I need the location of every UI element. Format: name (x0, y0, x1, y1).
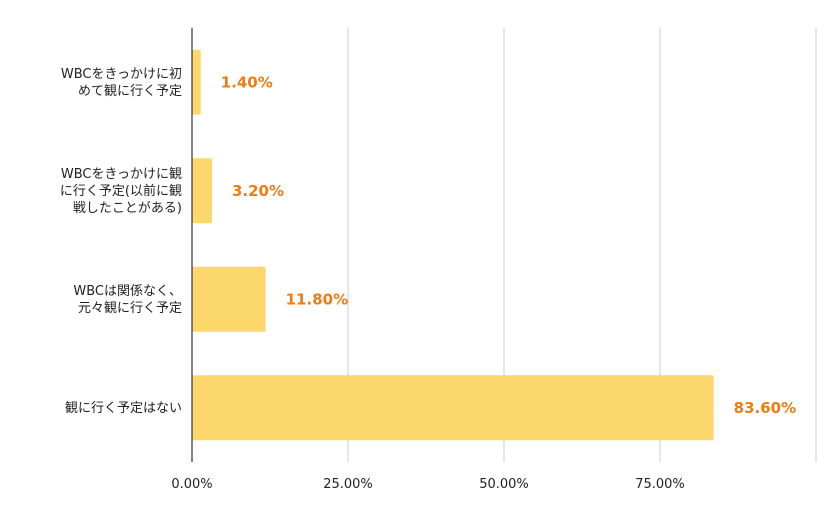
x-tick-label: 25.00% (323, 477, 373, 492)
data-label: 3.20% (232, 182, 284, 200)
labels: 1.40% WBCをきっかけに初めて観に行く予定 3.20% WBCをきっかけに観に行… (60, 67, 796, 492)
data-label: 83.60% (734, 399, 796, 417)
bar (192, 158, 212, 224)
category-label: WBCをきっかけに観に行く予定(以前に観戦したことがある) (60, 167, 182, 216)
data-label: 11.80% (286, 290, 348, 308)
bar (192, 375, 714, 441)
bar (192, 49, 201, 115)
x-tick-label: 0.00% (171, 477, 212, 492)
category-label: WBCは関係なく、元々観に行く予定 (73, 284, 182, 316)
x-tick-label: 75.00% (635, 477, 685, 492)
data-label: 1.40% (221, 73, 273, 91)
category-label: 観に行く予定はない (65, 401, 182, 416)
x-tick-label: 50.00% (479, 477, 529, 492)
bar (192, 266, 266, 332)
bars (192, 49, 714, 441)
category-label: WBCをきっかけに初めて観に行く予定 (61, 67, 182, 99)
